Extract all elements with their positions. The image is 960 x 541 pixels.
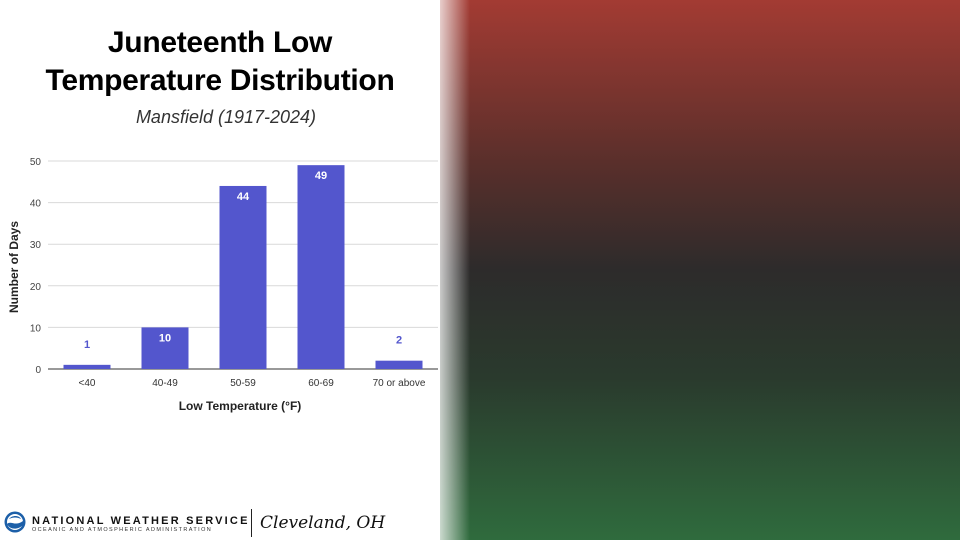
x-tick-label: <40 — [79, 378, 96, 389]
panel-fade — [430, 0, 470, 540]
data-label: 49 — [315, 170, 327, 182]
bar — [141, 327, 189, 369]
chart-subtitle: Mansfield (1917-2024) — [135, 107, 317, 127]
x-tick-label: 70 or above — [373, 378, 426, 389]
agency-subtitle: OCEANIC AND ATMOSPHERIC ADMINISTRATION — [32, 527, 213, 533]
x-tick-label: 60-69 — [308, 378, 334, 389]
y-tick-label: 30 — [30, 240, 42, 251]
x-axis-title: Low Temperature (°F) — [179, 399, 302, 413]
office-name: Cleveland, OH — [260, 513, 386, 533]
y-axis-title: Number of Days — [7, 221, 21, 313]
bar — [297, 165, 345, 369]
data-label: 2 — [396, 335, 402, 347]
y-tick-label: 0 — [35, 365, 41, 376]
y-tick-label: 50 — [30, 157, 42, 168]
x-tick-label: 40-49 — [152, 378, 178, 389]
data-label: 1 — [84, 339, 90, 351]
chart-title: Juneteenth Low Temperature Distribution — [0, 24, 440, 100]
bar — [375, 360, 423, 369]
y-tick-label: 40 — [30, 199, 42, 210]
bar-chart: 0 10 20 30 40 50 <40 1 40-49 10 50-59 44 60-69 49 70 o… — [7, 157, 438, 413]
footer-divider — [251, 509, 252, 537]
agency-name: NATIONAL WEATHER SERVICE — [32, 515, 250, 527]
data-label: 10 — [159, 332, 171, 344]
noaa-logo-icon — [4, 511, 26, 533]
y-tick-label: 10 — [30, 323, 42, 334]
data-label: 44 — [237, 191, 250, 203]
title-line-1: Juneteenth Low — [107, 26, 333, 59]
bar — [219, 185, 267, 369]
y-tick-label: 20 — [30, 282, 42, 293]
title-line-2: Temperature Distribution — [45, 64, 395, 97]
footer: NATIONAL WEATHER SERVICE OCEANIC AND ATM… — [0, 505, 440, 541]
bar — [63, 364, 111, 369]
x-tick-label: 50-59 — [230, 378, 256, 389]
pan-african-gradient-panel — [440, 0, 960, 540]
